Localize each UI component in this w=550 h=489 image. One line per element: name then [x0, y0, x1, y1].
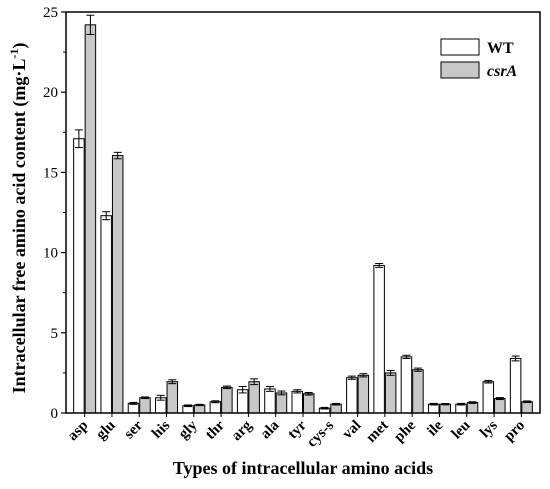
- x-tick-label-asp: asp: [65, 418, 92, 445]
- bar-wt-ile: [427, 403, 440, 414]
- bar-wt-leu: [455, 403, 467, 414]
- y-tick-label: 5: [51, 326, 59, 342]
- y-axis-ticks: 0 5 10 15 20 25: [43, 5, 66, 422]
- bar-csra-asp: [84, 24, 97, 414]
- x-tick-label-ile: ile: [424, 417, 446, 439]
- bar-csra-glu: [111, 155, 124, 414]
- x-tick-label-his: his: [149, 417, 173, 441]
- bar-wt-glu: [100, 215, 112, 414]
- bar-csra-met: [384, 372, 397, 414]
- bar-wt-ala: [264, 388, 276, 414]
- bar-csra-val: [357, 374, 370, 414]
- y-axis-label: Intracellular free amino acid content (m…: [7, 43, 30, 394]
- x-tick-label-met: met: [363, 418, 391, 446]
- bar-wt-lys: [482, 381, 495, 414]
- legend-swatch-wt: [440, 38, 480, 56]
- legend-swatch-csra: [440, 61, 480, 79]
- bar-csra-ser: [139, 397, 151, 414]
- y-tick-label: 0: [51, 406, 59, 422]
- bar-wt-asp: [73, 138, 85, 414]
- bar-csra-tyr: [303, 393, 315, 414]
- x-tick-label-ser: ser: [121, 417, 146, 442]
- bar-csra-lys: [494, 398, 506, 414]
- y-tick-label: 10: [43, 246, 58, 262]
- x-tick-label-glu: glu: [93, 418, 118, 443]
- x-tick-label-pro: pro: [501, 418, 528, 445]
- bars-layer: [73, 14, 533, 414]
- x-tick-label-leu: leu: [449, 418, 474, 443]
- y-tick-label: 20: [43, 85, 58, 101]
- bar-csra-leu: [466, 402, 479, 414]
- bar-csra-his: [166, 381, 179, 414]
- bar-wt-tyr: [291, 390, 303, 414]
- bar-csra-ala: [275, 392, 288, 414]
- y-axis-label-end: ): [9, 43, 30, 49]
- y-axis-label-superscript: -1: [7, 49, 21, 59]
- x-tick-label-arg: arg: [229, 417, 256, 444]
- bar-csra-pro: [521, 401, 533, 414]
- x-tick-label-lys: lys: [477, 417, 501, 441]
- x-tick-label-val: val: [340, 418, 365, 443]
- x-tick-label-phe: phe: [391, 417, 419, 445]
- bar-csra-ile: [439, 403, 451, 414]
- bar-csra-thr: [221, 386, 233, 414]
- x-tick-label-cys-s: cys-s: [304, 417, 337, 450]
- bar-csra-phe: [412, 369, 424, 414]
- y-tick-label: 25: [43, 5, 58, 21]
- bar-csra-cys-s: [330, 403, 342, 414]
- bar-wt-phe: [400, 356, 413, 414]
- legend-label-csra: csrA: [487, 63, 518, 80]
- x-axis-label: Types of intracellular amino acids: [173, 458, 433, 478]
- y-tick-label: 15: [43, 165, 58, 181]
- y-axis-label-main: Intracellular free amino acid content (m…: [9, 59, 30, 394]
- bar-wt-thr: [209, 401, 222, 414]
- bar-wt-met: [373, 264, 385, 414]
- plot-frame: [65, 11, 541, 414]
- bar-wt-val: [346, 377, 358, 414]
- bar-csra-gly: [193, 404, 206, 414]
- bar-wt-pro: [509, 357, 522, 414]
- bar-csra-arg: [248, 381, 260, 414]
- legend: WT csrA: [440, 38, 518, 80]
- x-tick-label-gly: gly: [176, 417, 201, 442]
- x-tick-label-thr: thr: [202, 417, 228, 443]
- legend-label-wt: WT: [487, 40, 514, 57]
- x-tick-label-ala: ala: [258, 417, 283, 442]
